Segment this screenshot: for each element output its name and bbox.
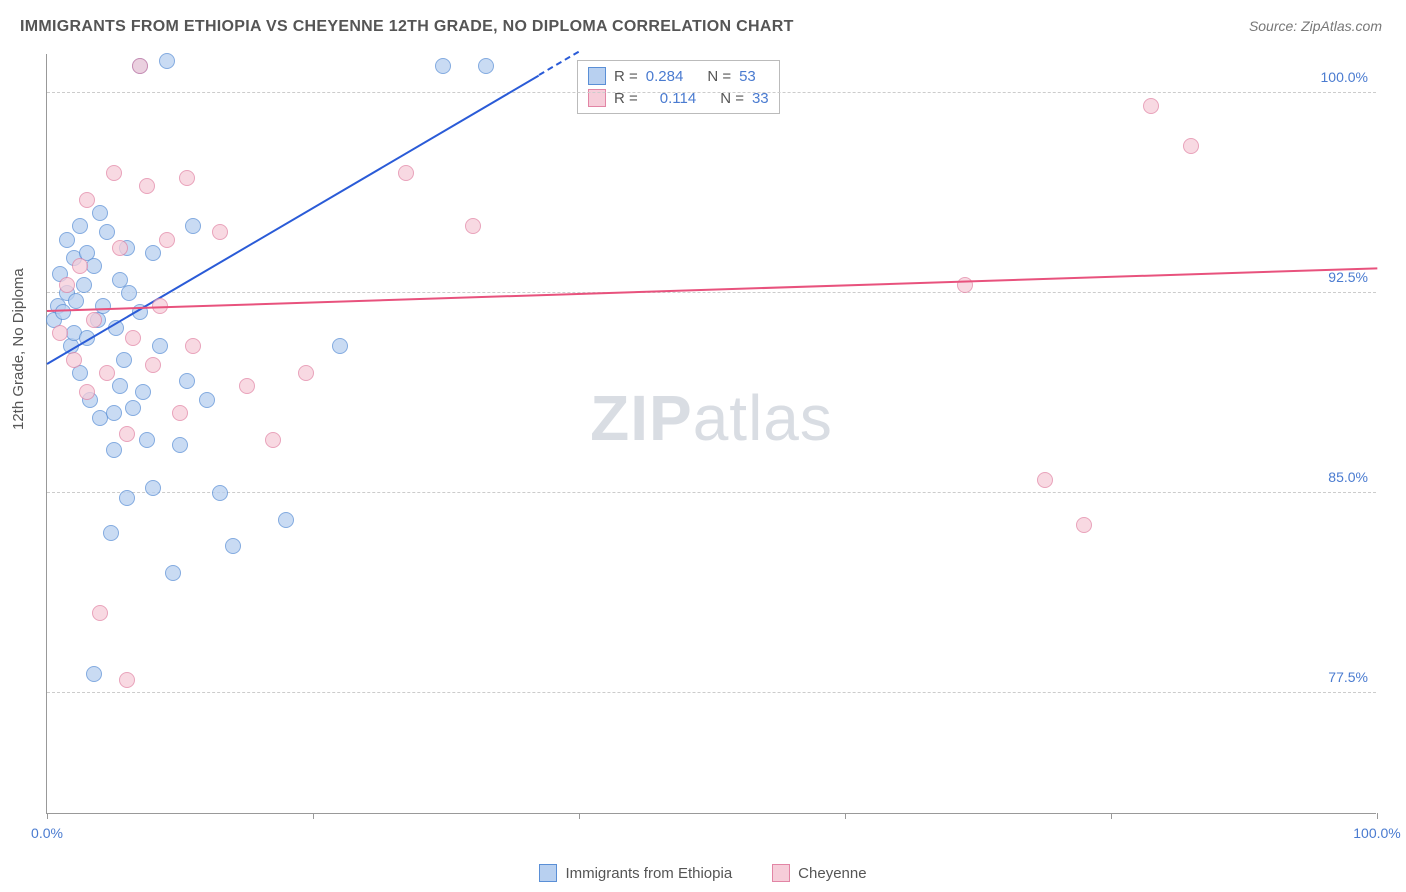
data-point (106, 405, 122, 421)
data-point (172, 405, 188, 421)
chart-title: IMMIGRANTS FROM ETHIOPIA VS CHEYENNE 12T… (20, 18, 794, 36)
data-point (125, 330, 141, 346)
legend-label: Cheyenne (798, 865, 866, 882)
data-point (278, 512, 294, 528)
data-point (435, 58, 451, 74)
data-point (1076, 517, 1092, 533)
data-point (59, 277, 75, 293)
gridline (47, 92, 1376, 93)
data-point (68, 293, 84, 309)
source-label: Source: ZipAtlas.com (1249, 18, 1382, 34)
gridline (47, 292, 1376, 293)
data-point (139, 178, 155, 194)
data-point (179, 170, 195, 186)
x-tick-label: 0.0% (31, 825, 63, 841)
data-point (145, 480, 161, 496)
stats-legend-box: R = 0.284 N = 53 R = 0.114 N = 33 (577, 60, 780, 114)
data-point (298, 365, 314, 381)
y-tick-label: 92.5% (1328, 269, 1368, 285)
trend-line (47, 267, 1377, 312)
data-point (465, 218, 481, 234)
data-point (199, 392, 215, 408)
data-point (332, 338, 348, 354)
footer-legend: Immigrants from Ethiopia Cheyenne (0, 864, 1406, 882)
stats-row-ethiopia: R = 0.284 N = 53 (588, 65, 769, 87)
trend-line (46, 75, 539, 365)
data-point (265, 432, 281, 448)
trend-line (539, 51, 580, 76)
y-axis-label: 12th Grade, No Diploma (10, 268, 27, 430)
data-point (76, 277, 92, 293)
data-point (1037, 472, 1053, 488)
data-point (135, 384, 151, 400)
y-tick-label: 100.0% (1321, 69, 1368, 85)
data-point (119, 490, 135, 506)
data-point (52, 325, 68, 341)
data-point (185, 338, 201, 354)
swatch-ethiopia-icon (539, 864, 557, 882)
swatch-cheyenne-icon (772, 864, 790, 882)
data-point (86, 666, 102, 682)
x-tick-label: 100.0% (1353, 825, 1400, 841)
legend-item-ethiopia: Immigrants from Ethiopia (539, 864, 732, 882)
data-point (152, 338, 168, 354)
data-point (72, 258, 88, 274)
data-point (172, 437, 188, 453)
data-point (159, 53, 175, 69)
gridline (47, 692, 1376, 693)
data-point (121, 285, 137, 301)
data-point (66, 352, 82, 368)
data-point (116, 352, 132, 368)
data-point (92, 605, 108, 621)
watermark: ZIPatlas (590, 381, 833, 455)
data-point (185, 218, 201, 234)
legend-label: Immigrants from Ethiopia (565, 865, 732, 882)
x-tick (47, 813, 48, 819)
data-point (55, 304, 71, 320)
data-point (59, 232, 75, 248)
data-point (225, 538, 241, 554)
gridline (47, 492, 1376, 493)
data-point (212, 224, 228, 240)
data-point (112, 240, 128, 256)
data-point (86, 312, 102, 328)
data-point (103, 525, 119, 541)
y-tick-label: 77.5% (1328, 669, 1368, 685)
x-tick (1377, 813, 1378, 819)
data-point (165, 565, 181, 581)
data-point (179, 373, 195, 389)
data-point (119, 672, 135, 688)
x-tick (579, 813, 580, 819)
data-point (106, 165, 122, 181)
data-point (139, 432, 155, 448)
data-point (72, 218, 88, 234)
data-point (398, 165, 414, 181)
x-tick (313, 813, 314, 819)
data-point (1183, 138, 1199, 154)
data-point (145, 357, 161, 373)
scatter-plot: ZIPatlas R = 0.284 N = 53 R = 0.114 N = … (46, 54, 1376, 814)
x-tick (845, 813, 846, 819)
legend-item-cheyenne: Cheyenne (772, 864, 866, 882)
data-point (212, 485, 228, 501)
data-point (239, 378, 255, 394)
data-point (106, 442, 122, 458)
data-point (145, 245, 161, 261)
data-point (125, 400, 141, 416)
data-point (1143, 98, 1159, 114)
x-tick (1111, 813, 1112, 819)
data-point (79, 192, 95, 208)
data-point (478, 58, 494, 74)
data-point (132, 58, 148, 74)
swatch-ethiopia (588, 67, 606, 85)
data-point (79, 384, 95, 400)
data-point (159, 232, 175, 248)
data-point (92, 205, 108, 221)
y-tick-label: 85.0% (1328, 469, 1368, 485)
data-point (119, 426, 135, 442)
data-point (99, 365, 115, 381)
stats-row-cheyenne: R = 0.114 N = 33 (588, 87, 769, 109)
data-point (99, 224, 115, 240)
data-point (112, 378, 128, 394)
